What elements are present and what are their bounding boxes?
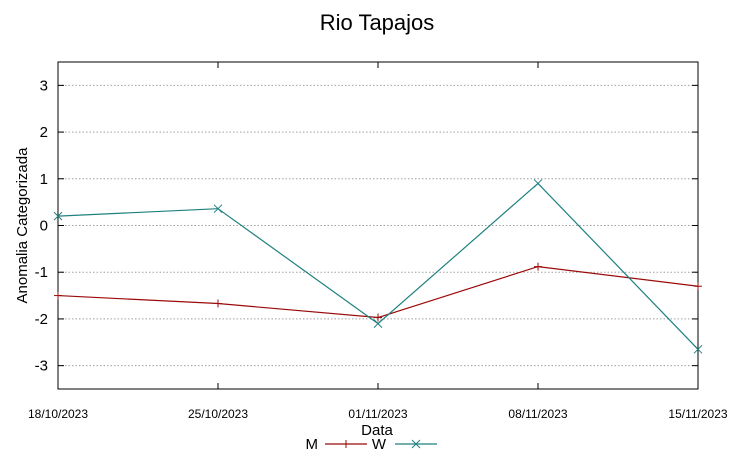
x-tick-label: 01/11/2023 [348,407,407,421]
y-tick-label: 1 [40,171,48,188]
legend-label: M [306,436,319,453]
data-point [53,211,63,221]
data-point [213,204,223,214]
legend-label: W [372,436,387,453]
data-point [694,282,702,291]
data-point [214,299,222,308]
x-tick-label: 15/11/2023 [668,407,727,421]
cross-marker-b [693,344,703,354]
grid-lines [58,84,698,367]
y-tick-label: 2 [40,124,48,141]
series-line-M [57,265,699,319]
cross-marker-b [533,179,543,188]
cross-marker-b [411,439,421,449]
y-tick-label: 0 [40,218,48,235]
legend-item-W: W [372,436,437,453]
legend-item-M: M [306,436,367,453]
series-W [53,179,703,354]
x-tick-label: 25/10/2023 [188,407,248,421]
series-layer [53,179,703,354]
data-point [54,291,62,300]
y-tick-label: 3 [40,77,48,94]
x-tick-label: 08/11/2023 [508,407,567,421]
x-tick-label: 18/10/2023 [28,407,88,421]
data-point [693,344,703,354]
y-axis: 3 2 1 0 -1 -2 -3 [35,77,698,375]
data-point [374,313,382,322]
y-tick-label: -2 [35,311,48,328]
cross-marker-b [213,204,223,214]
data-point [373,319,383,328]
x-axis-label: Data [361,422,393,439]
data-point [534,262,542,271]
y-tick-label: -3 [35,358,48,375]
cross-marker-b [53,211,63,221]
y-tick-label: -1 [35,264,48,281]
x-axis: 18/10/2023 25/10/2023 01/11/2023 08/11/2023… [28,62,728,421]
cross-marker-b [373,319,383,328]
chart-title: Rio Tapajos [320,10,435,35]
data-point [533,179,543,188]
series-M [54,262,702,322]
y-axis-label: Anomalia Categorizada [14,147,31,304]
series-line-W [57,182,699,350]
